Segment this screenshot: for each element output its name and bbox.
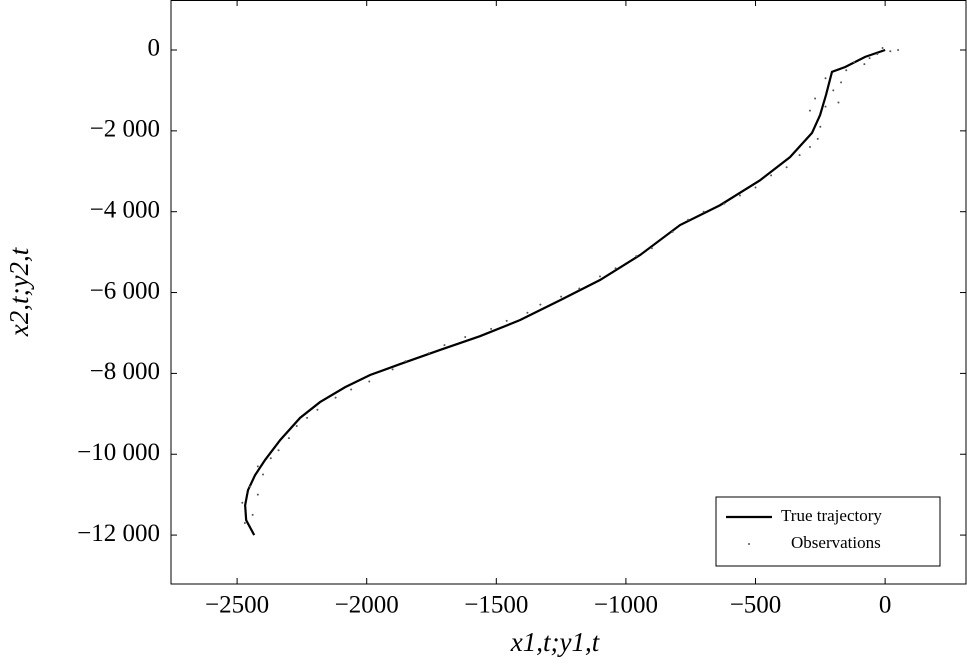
observation-point xyxy=(316,408,319,411)
observation-point xyxy=(868,57,871,60)
observation-point xyxy=(785,166,788,169)
x-tick-label: −2000 xyxy=(335,592,399,619)
observation-point xyxy=(816,137,819,140)
observation-point xyxy=(723,202,726,205)
observation-point xyxy=(256,493,259,496)
y-tick-label: 0 xyxy=(148,35,161,62)
plot-frame xyxy=(170,0,967,585)
observation-point xyxy=(863,63,866,66)
observation-point xyxy=(443,344,446,347)
observation-point xyxy=(837,101,840,104)
observation-point xyxy=(251,513,254,516)
observation-point xyxy=(368,380,371,383)
observation-point xyxy=(391,368,394,371)
observation-point xyxy=(635,255,638,258)
observation-point xyxy=(490,327,493,330)
observation-point xyxy=(687,218,690,221)
y-tick-label: −6 000 xyxy=(90,277,160,304)
observation-point xyxy=(671,230,674,233)
observation-point xyxy=(539,303,542,306)
observation-point xyxy=(814,97,817,100)
observation-point xyxy=(427,352,430,355)
observation-point xyxy=(824,77,827,80)
observation-point xyxy=(526,311,529,314)
observation-point xyxy=(306,416,309,419)
y-tick-label: −4 000 xyxy=(90,196,160,223)
observation-point xyxy=(754,186,757,189)
observation-point xyxy=(249,485,252,488)
observation-point xyxy=(256,465,259,468)
observation-point xyxy=(853,61,856,64)
observation-point xyxy=(650,247,653,250)
x-tick-label: −2500 xyxy=(205,592,269,619)
x-tick-label: −500 xyxy=(730,592,782,619)
y-tick-label: −10 000 xyxy=(77,439,160,466)
observation-point xyxy=(876,53,879,56)
observation-point xyxy=(819,125,822,128)
observation-point xyxy=(243,521,246,524)
observation-point xyxy=(889,50,892,53)
observation-point xyxy=(614,267,617,270)
observation-point xyxy=(241,501,244,504)
observation-point xyxy=(770,174,773,177)
x-tick-label: 0 xyxy=(879,592,892,619)
y-tick-label: −12 000 xyxy=(77,520,160,547)
observation-point xyxy=(334,396,337,399)
legend-label: True trajectory xyxy=(781,506,882,525)
observation-point xyxy=(578,287,581,290)
observation-point xyxy=(350,388,353,391)
legend-label: Observations xyxy=(791,533,881,552)
observation-point xyxy=(702,210,705,213)
legend-swatch xyxy=(748,543,750,545)
x-axis-label: x1,t;y1,t xyxy=(510,627,601,657)
observation-point xyxy=(505,319,508,322)
observation-point xyxy=(560,295,563,298)
observation-point xyxy=(277,449,280,452)
trajectory-line xyxy=(244,48,886,536)
observation-point xyxy=(832,89,835,92)
y-axis-label: x2,t;y2,t xyxy=(4,246,34,337)
observation-point xyxy=(738,194,741,197)
observation-point xyxy=(269,457,272,460)
observation-point xyxy=(808,109,811,112)
y-tick-label: −2 000 xyxy=(90,116,160,143)
x-tick-label: −1000 xyxy=(594,592,658,619)
observation-point xyxy=(897,49,900,52)
observation-point xyxy=(287,437,290,440)
observation-point xyxy=(881,46,884,49)
x-tick-label: −1500 xyxy=(464,592,528,619)
observation-point xyxy=(845,69,848,72)
observation-point xyxy=(798,154,801,157)
observation-point xyxy=(598,275,601,278)
observation-point xyxy=(824,105,827,108)
observation-point xyxy=(808,146,811,149)
observation-point xyxy=(464,336,467,339)
legend-box xyxy=(715,496,941,567)
observation-point xyxy=(262,473,265,476)
observation-point xyxy=(404,360,407,363)
y-tick-label: −8 000 xyxy=(90,358,160,385)
observation-point xyxy=(840,81,843,84)
observation-point xyxy=(295,424,298,427)
